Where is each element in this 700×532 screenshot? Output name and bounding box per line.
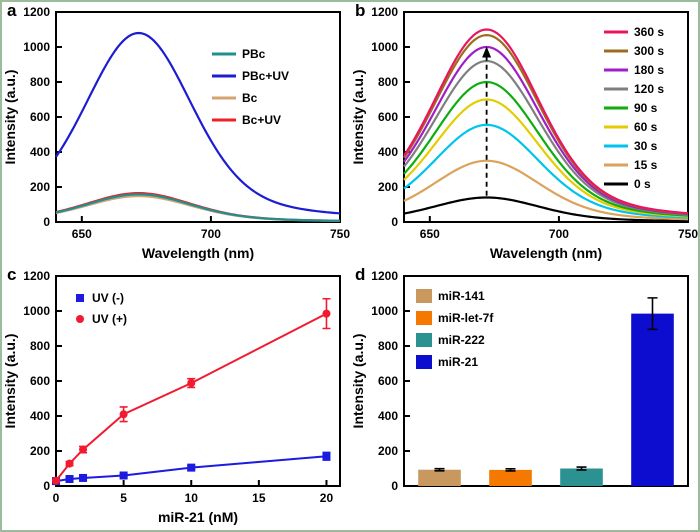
panel-label-a: a bbox=[7, 2, 17, 20]
panel-label-d: d bbox=[355, 266, 366, 284]
panel-c-concentration-response-chart bbox=[2, 266, 350, 530]
panel-a: a bbox=[2, 2, 350, 266]
panel-d-selectivity-bar-chart bbox=[350, 266, 698, 530]
panel-label-c: c bbox=[7, 266, 17, 284]
panel-a-spectra-chart bbox=[2, 2, 350, 266]
panel-c: c bbox=[2, 266, 350, 530]
panel-b-kinetics-spectra-chart bbox=[350, 2, 698, 266]
panel-b: b bbox=[350, 2, 698, 266]
panel-label-b: b bbox=[355, 2, 366, 20]
panel-d: d bbox=[350, 266, 698, 530]
